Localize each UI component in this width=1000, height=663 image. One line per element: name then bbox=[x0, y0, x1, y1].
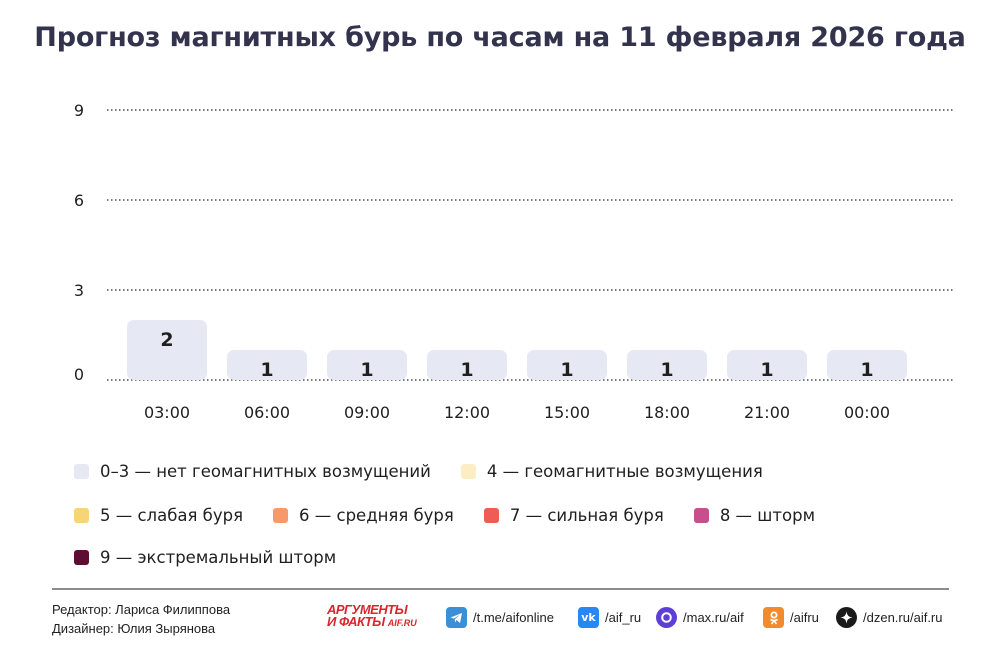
y-tick-label: 0 bbox=[74, 365, 84, 384]
bar-value-label: 1 bbox=[860, 359, 873, 381]
legend-label: 7 — сильная буря bbox=[509, 506, 664, 525]
legend-item-3: 6 — средняя буря bbox=[273, 506, 454, 525]
legend-row-3: 9 — экстремальный шторм bbox=[74, 548, 366, 567]
legend-item-0: 0–3 — нет геомагнитных возмущений bbox=[74, 462, 431, 481]
bar bbox=[327, 350, 407, 380]
page-title: Прогноз магнитных бурь по часам на 11 фе… bbox=[34, 22, 966, 53]
designer-credit: Дизайнер: Юлия Зырянова bbox=[52, 621, 216, 636]
legend-swatch bbox=[74, 508, 89, 523]
social-text: /aif_ru bbox=[605, 610, 642, 625]
y-tick-label: 6 bbox=[74, 191, 84, 210]
vk-link[interactable]: vk /aif_ru bbox=[578, 607, 641, 628]
vk-icon: vk bbox=[578, 607, 599, 628]
legend-swatch bbox=[74, 464, 89, 479]
bar-value-label: 1 bbox=[260, 359, 273, 381]
legend-label: 9 — экстремальный шторм bbox=[100, 548, 337, 567]
bar-value-label: 1 bbox=[360, 359, 373, 381]
bar bbox=[727, 350, 807, 380]
legend-item-1: 4 — геомагнитные возмущения bbox=[460, 462, 763, 481]
x-tick-label: 06:00 bbox=[244, 403, 290, 422]
social-text: /max.ru/aif bbox=[683, 610, 744, 625]
odnoklassniki-link[interactable]: /aifru bbox=[763, 607, 819, 628]
legend-row-2: 5 — слабая буря 6 — средняя буря 7 — сил… bbox=[74, 506, 845, 525]
legend-item-2: 5 — слабая буря bbox=[74, 506, 243, 525]
max-icon bbox=[656, 607, 677, 628]
brand-bottom: И ФАКТЫ AIF.RU bbox=[327, 614, 417, 629]
y-tick-label: 9 bbox=[74, 101, 84, 120]
legend-label: 8 — шторм bbox=[719, 506, 816, 525]
bar-chart: 0 3 6 9 2 1 1 1 1 1 1 1 03:00 06:00 09:00 12:00 15:00 1… bbox=[74, 101, 955, 422]
bar-value-label: 1 bbox=[560, 359, 573, 381]
legend-label: 5 — слабая буря bbox=[100, 506, 244, 525]
credits: Редактор: Лариса Филиппова Дизайнер: Юли… bbox=[52, 600, 230, 638]
x-tick-label: 03:00 bbox=[144, 403, 190, 422]
telegram-link[interactable]: /t.me/aifonline bbox=[446, 607, 554, 628]
bar bbox=[827, 350, 907, 380]
legend-swatch bbox=[273, 508, 289, 523]
max-link[interactable]: /max.ru/aif bbox=[656, 607, 744, 628]
telegram-icon bbox=[446, 607, 467, 628]
x-tick-label: 12:00 bbox=[444, 403, 490, 422]
bar-value-label: 1 bbox=[460, 359, 473, 381]
legend-item-6: 9 — экстремальный шторм bbox=[74, 548, 336, 567]
legend-swatch bbox=[693, 508, 709, 523]
legend-swatch bbox=[74, 550, 89, 565]
x-tick-label: 18:00 bbox=[644, 403, 690, 422]
legend-label: 0–3 — нет геомагнитных возмущений bbox=[100, 462, 431, 481]
legend-item-4: 7 — сильная буря bbox=[483, 506, 664, 525]
aif-logo[interactable]: АРГУМЕНТЫ И ФАКТЫ AIF.RU bbox=[327, 602, 433, 632]
social-text: /dzen.ru/aif.ru bbox=[863, 610, 943, 625]
legend-item-5: 8 — шторм bbox=[693, 506, 816, 525]
footer-divider bbox=[52, 588, 949, 590]
bar-value-label: 1 bbox=[760, 359, 773, 381]
legend-row-1: 0–3 — нет геомагнитных возмущений 4 — ге… bbox=[74, 462, 793, 481]
legend-swatch bbox=[460, 464, 476, 479]
bar bbox=[427, 350, 507, 380]
bar bbox=[627, 350, 707, 380]
x-tick-label: 21:00 bbox=[744, 403, 790, 422]
x-tick-label: 00:00 bbox=[844, 403, 890, 422]
dzen-link[interactable]: /dzen.ru/aif.ru bbox=[836, 607, 943, 628]
y-tick-label: 3 bbox=[74, 281, 84, 300]
bar bbox=[227, 350, 307, 380]
legend-label: 4 — геомагнитные возмущения bbox=[486, 462, 763, 481]
social-text: /aifru bbox=[790, 610, 819, 625]
odnoklassniki-icon bbox=[763, 607, 784, 628]
legend-swatch bbox=[483, 508, 499, 523]
x-tick-label: 09:00 bbox=[344, 403, 390, 422]
brand-top: АРГУМЕНТЫ bbox=[327, 602, 408, 617]
dzen-icon bbox=[836, 607, 857, 628]
x-tick-label: 15:00 bbox=[544, 403, 590, 422]
bar bbox=[527, 350, 607, 380]
legend-label: 6 — средняя буря bbox=[299, 506, 454, 525]
bar-value-label: 1 bbox=[660, 359, 673, 381]
editor-credit: Редактор: Лариса Филиппова bbox=[52, 602, 231, 617]
social-text: /t.me/aifonline bbox=[473, 610, 554, 625]
bar bbox=[127, 320, 207, 380]
bar-value-label: 2 bbox=[160, 329, 173, 351]
